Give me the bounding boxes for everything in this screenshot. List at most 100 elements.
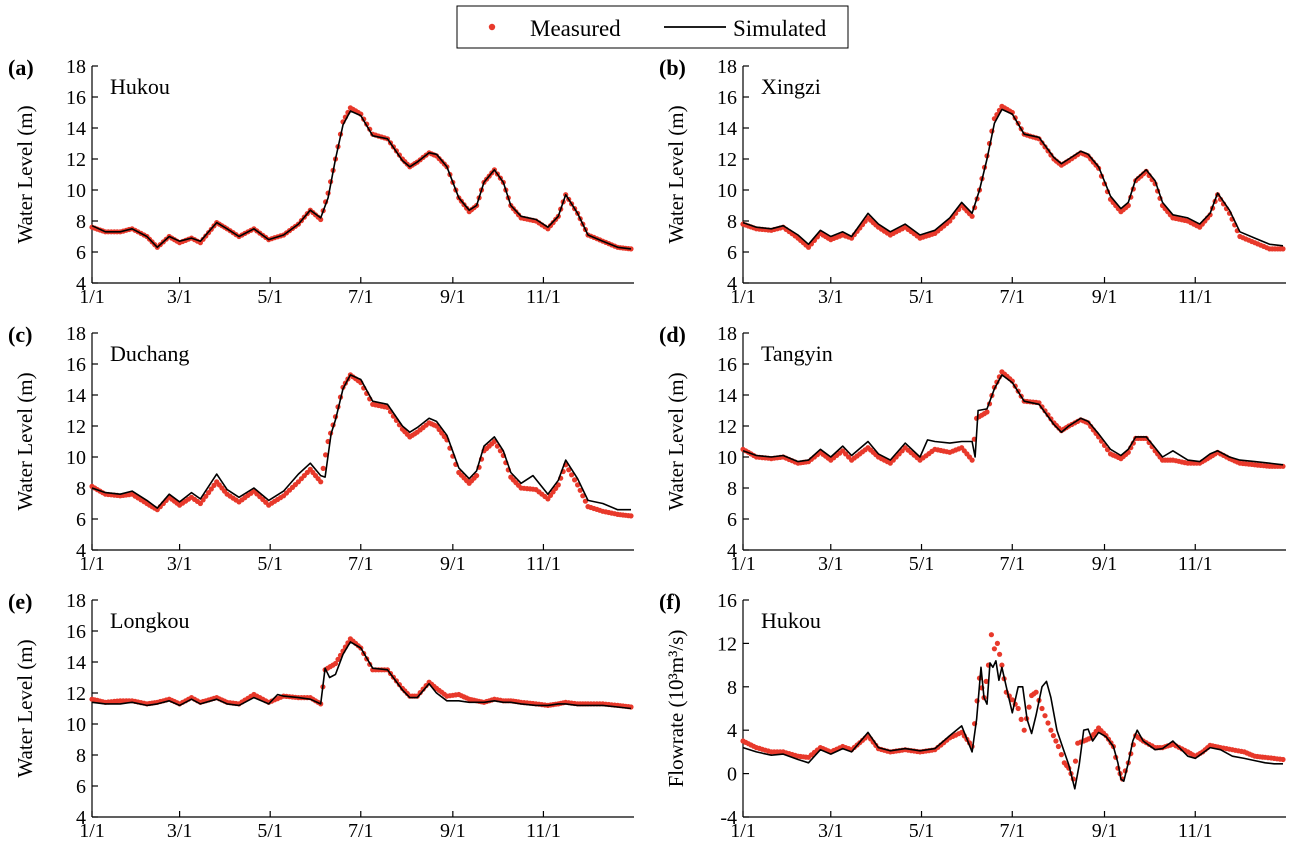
y-tick-label: 16 <box>717 354 737 376</box>
panel-label: (b) <box>659 55 686 80</box>
y-tick-label: 6 <box>76 509 86 531</box>
x-tick-label: 3/1 <box>167 286 193 308</box>
x-tick-label: 11/1 <box>1178 820 1213 842</box>
y-tick-label: 8 <box>727 677 737 699</box>
legend-box <box>456 5 849 49</box>
measured-point <box>200 497 206 503</box>
y-tick-label: 10 <box>66 714 86 736</box>
y-tick-label: 14 <box>66 385 86 407</box>
y-tick-label: 6 <box>76 242 86 264</box>
station-label: Xingzi <box>761 74 821 99</box>
measured-point <box>969 213 975 219</box>
x-tick-label: 1/1 <box>730 286 756 308</box>
x-tick-label: 3/1 <box>818 286 844 308</box>
measured-point <box>1280 756 1286 763</box>
simulated-line <box>91 374 631 511</box>
y-tick-label: 6 <box>76 776 86 798</box>
chart-panel-a: 4 6 8 10 12 14 16 18 1/1 3/1 5/1 7/1 9/1 11/1 (a) Hukou… <box>8 55 634 308</box>
measured-point <box>566 467 572 473</box>
y-tick-label: 10 <box>717 180 737 202</box>
measured-point <box>1026 704 1032 710</box>
y-tick-label: 12 <box>66 149 86 171</box>
measured-point <box>1050 733 1056 739</box>
y-tick-label: 4 <box>76 807 86 829</box>
x-tick-label: 7/1 <box>999 553 1025 575</box>
measured-point <box>1039 705 1045 712</box>
measured-point <box>1280 246 1286 252</box>
y-tick-label: 16 <box>66 354 86 376</box>
measured-series <box>740 103 1286 252</box>
x-tick-label: 5/1 <box>257 820 283 842</box>
chart-panel-e: 4 6 8 10 12 14 16 18 1/1 3/1 5/1 7/1 9/1 11/1 (e) Longk… <box>8 589 634 842</box>
x-tick-label: 5/1 <box>909 820 935 842</box>
measured-point <box>1055 743 1061 750</box>
measured-series <box>89 636 634 710</box>
legend: Measured Simulated <box>456 5 849 49</box>
y-axis-title: Water Level (m) <box>13 639 37 777</box>
simulated-line <box>742 108 1284 247</box>
legend-simulated-label: Simulated <box>733 16 827 41</box>
y-tick-label: 12 <box>66 683 86 705</box>
y-axis-title: Flowrate (10³m³/s) <box>664 630 688 788</box>
x-tick-label: 1/1 <box>79 820 105 842</box>
panel-label: (d) <box>659 322 686 347</box>
x-tick-label: 5/1 <box>909 553 935 575</box>
panel-label: (c) <box>8 322 32 347</box>
x-tick-label: 1/1 <box>730 553 756 575</box>
y-tick-label: 14 <box>66 652 86 674</box>
measured-point <box>320 465 326 471</box>
measured-point <box>318 216 324 223</box>
simulated-line <box>91 641 632 710</box>
measured-point <box>1015 705 1021 712</box>
measured-point <box>580 493 586 499</box>
y-tick-label: 10 <box>66 447 86 469</box>
y-tick-label: 18 <box>66 590 86 612</box>
y-tick-label: 12 <box>717 149 737 171</box>
measured-point <box>197 500 203 507</box>
measured-point <box>969 457 975 463</box>
y-axis-title: Water Level (m) <box>664 372 688 510</box>
station-label: Tangyin <box>761 341 833 366</box>
y-tick-label: 4 <box>76 540 86 562</box>
legend-measured-marker <box>488 23 496 31</box>
measured-point <box>983 678 989 685</box>
measured-point <box>999 662 1005 668</box>
legend-measured-label: Measured <box>530 16 621 41</box>
x-tick-label: 7/1 <box>348 820 374 842</box>
y-tick-label: 16 <box>717 590 737 612</box>
measured-point <box>628 513 634 519</box>
y-tick-label: 8 <box>727 211 737 233</box>
y-tick-label: -4 <box>720 807 737 829</box>
measured-point <box>1072 758 1079 764</box>
x-tick-label: 9/1 <box>440 286 466 308</box>
x-tick-label: 11/1 <box>526 286 561 308</box>
y-tick-label: 4 <box>727 540 737 562</box>
x-tick-label: 3/1 <box>818 820 844 842</box>
x-tick-label: 7/1 <box>348 286 374 308</box>
y-tick-label: 16 <box>66 621 86 643</box>
chart-panel-f: -4 0 4 8 12 16 1/1 3/1 5/1 7/1 9/1 11/1 (f) Hukou Flow… <box>659 589 1286 842</box>
x-tick-label: 9/1 <box>1092 553 1118 575</box>
y-tick-label: 6 <box>727 242 737 264</box>
panel-label: (e) <box>8 589 32 614</box>
y-tick-label: 10 <box>66 180 86 202</box>
x-tick-label: 9/1 <box>440 553 466 575</box>
x-tick-label: 5/1 <box>909 286 935 308</box>
station-label: Hukou <box>761 608 821 633</box>
y-tick-label: 12 <box>66 416 86 438</box>
chart-panel-d: 4 6 8 10 12 14 16 18 1/1 3/1 5/1 7/1 9/1 11/1 (d) Tangy… <box>659 322 1286 575</box>
measured-point <box>582 498 589 504</box>
y-tick-label: 0 <box>727 764 737 786</box>
measured-point <box>1009 697 1015 703</box>
y-tick-label: 14 <box>717 118 737 140</box>
measured-point <box>1042 713 1048 719</box>
y-axis-title: Water Level (m) <box>13 105 37 243</box>
x-tick-label: 3/1 <box>167 553 193 575</box>
y-tick-label: 10 <box>717 447 737 469</box>
measured-point <box>997 651 1003 657</box>
y-axis-title: Water Level (m) <box>13 372 37 510</box>
y-tick-label: 12 <box>717 633 737 655</box>
station-label: Hukou <box>110 74 170 99</box>
measured-point <box>1058 752 1064 758</box>
